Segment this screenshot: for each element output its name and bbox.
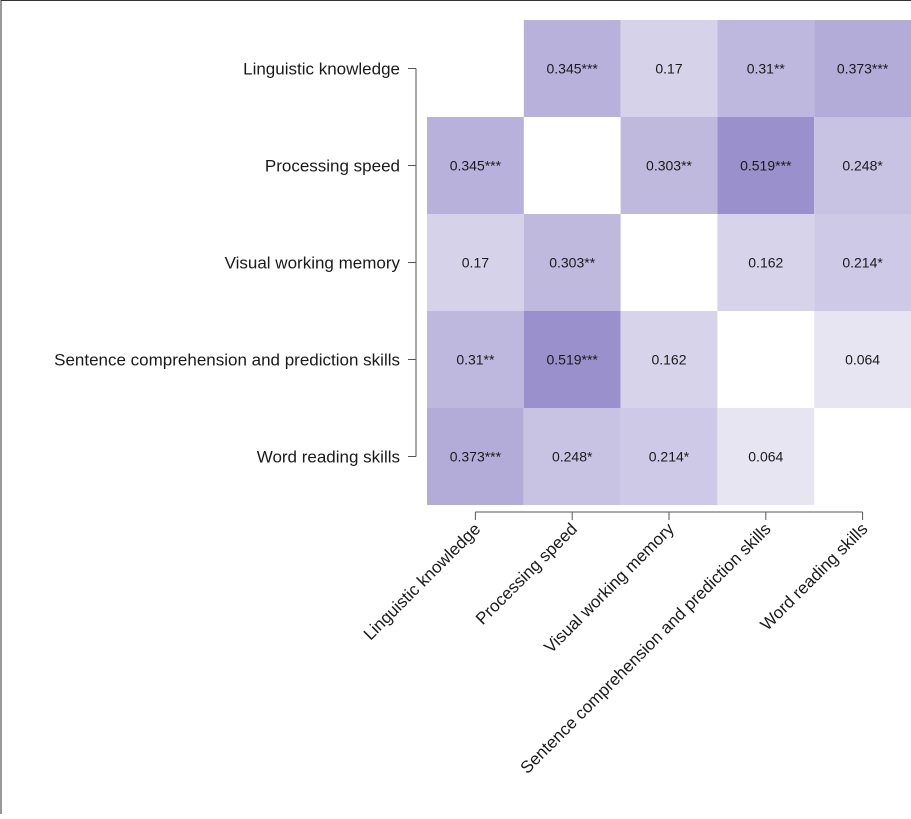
x-tick-label-1: Processing speed [472,519,581,628]
heatmap-cell-r1-c0 [427,117,524,214]
heatmap-cell-r1-c3 [717,117,815,214]
cell-label-r3-c4: 0.064 [845,352,880,368]
y-tick-label-0: Linguistic knowledge [243,60,400,79]
cell-label-r1-c0: 0.345*** [450,158,502,174]
heatmap-cell-r4-c2 [620,408,718,505]
cell-label-r0-c3: 0.31** [747,61,786,77]
y-tick-label-2: Visual working memory [225,254,401,273]
cell-label-r0-c2: 0.17 [655,61,682,77]
heatmap-cell-r1-c4 [814,117,911,214]
heatmap-cell-r2-c0 [427,214,524,311]
heatmap-cells [427,20,911,505]
heatmap-cell-r1-c2 [620,117,718,214]
y-tick-label-1: Processing speed [265,157,400,176]
heatmap-cell-r3-c1 [523,311,621,408]
x-tick-label-0: Linguistic knowledge [360,519,484,643]
cell-label-r1-c3: 0.519*** [740,158,792,174]
cell-label-r2-c3: 0.162 [748,255,783,271]
cell-label-r3-c0: 0.31** [456,352,495,368]
heatmap-cell-r3-c0 [427,311,524,408]
cell-label-r3-c2: 0.162 [651,352,686,368]
cell-label-r4-c2: 0.214* [649,449,690,465]
y-axis: Linguistic knowledge Processing speed Visu… [54,60,417,467]
cell-label-r3-c1: 0.519*** [547,352,599,368]
cell-label-r1-c2: 0.303** [646,158,692,174]
heatmap-cell-r0-c4 [814,20,911,117]
heatmap-cell-r2-c3 [717,214,815,311]
heatmap-cell-r3-c2 [620,311,718,408]
heatmap-cell-r4-c0 [427,408,524,505]
cell-label-r0-c4: 0.373*** [837,61,889,77]
heatmap-cell-r2-c1 [523,214,621,311]
heatmap-cell-r4-c1 [523,408,621,505]
cell-label-r2-c4: 0.214* [842,255,883,271]
y-tick-label-3: Sentence comprehension and prediction sk… [54,351,400,370]
heatmap-cell-r0-c1 [523,20,621,117]
heatmap-cell-r3-c4 [814,311,911,408]
heatmap-cell-labels: 0.345*** 0.17 0.31** 0.373*** 0.345*** 0.303*… [450,61,889,465]
cell-label-r4-c1: 0.248* [552,449,593,465]
cell-label-r4-c3: 0.064 [748,449,783,465]
heatmap-cell-r0-c2 [620,20,718,117]
cell-label-r0-c1: 0.345*** [547,61,599,77]
y-tick-label-4: Word reading skills [257,448,400,467]
cell-label-r1-c4: 0.248* [842,158,883,174]
cell-label-r2-c1: 0.303** [549,255,595,271]
heatmap-cell-r2-c4 [814,214,911,311]
x-tick-label-4: Word reading skills [757,519,872,634]
heatmap-cell-r0-c3 [717,20,815,117]
cell-label-r2-c0: 0.17 [462,255,489,271]
heatmap-cell-r4-c3 [717,408,815,505]
cell-label-r4-c0: 0.373*** [450,449,502,465]
